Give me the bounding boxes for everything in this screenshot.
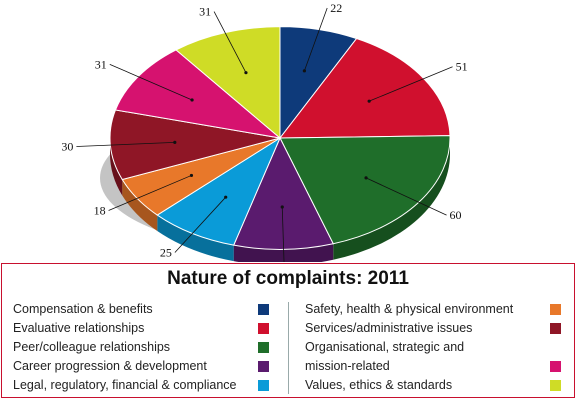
pie-side-2 bbox=[333, 138, 450, 260]
leader-line-0 bbox=[304, 7, 328, 71]
legend-label-values: Values, ethics & standards bbox=[305, 378, 453, 392]
legend-label-services: Services/administrative issues bbox=[305, 321, 473, 335]
legend-label-evaluative: Evaluative relationships bbox=[13, 321, 145, 335]
leader-line-1 bbox=[369, 66, 453, 102]
leader-line-4 bbox=[174, 196, 226, 253]
legend-swatch-compensation bbox=[258, 304, 269, 315]
legend-label-career: Career progression & development bbox=[13, 359, 207, 373]
legend-label-legal: Legal, regulatory, financial & complianc… bbox=[13, 378, 237, 392]
leader-line-7 bbox=[109, 63, 193, 101]
leader-line-5 bbox=[108, 175, 192, 211]
legend-divider bbox=[288, 302, 289, 394]
pie-chart-svg: 225160282518303131 bbox=[61, 1, 468, 279]
legend-swatch-values bbox=[550, 380, 561, 391]
legend-title: Nature of complaints: 2011 bbox=[167, 268, 409, 289]
pie-side-6 bbox=[110, 138, 123, 196]
leader-dot-2 bbox=[364, 176, 368, 180]
leader-line-2 bbox=[365, 177, 447, 216]
legend-swatch-organisational bbox=[550, 361, 561, 372]
value-label-8: 31 bbox=[199, 5, 211, 19]
value-label-0: 22 bbox=[330, 1, 342, 15]
legend-label-peer: Peer/colleague relationships bbox=[13, 340, 171, 354]
leader-dot-4 bbox=[224, 195, 228, 199]
legend-swatch-career bbox=[258, 361, 269, 372]
value-label-1: 51 bbox=[456, 60, 468, 74]
leader-line-8 bbox=[213, 11, 247, 73]
legend-label-organisational-line2: mission-related bbox=[305, 359, 390, 373]
leader-line-6 bbox=[76, 141, 175, 147]
legend-swatch-safety bbox=[550, 304, 561, 315]
leader-line-3 bbox=[281, 207, 285, 272]
leader-dot-6 bbox=[173, 140, 177, 144]
legend-label-organisational: Organisational, strategic and bbox=[305, 340, 465, 354]
leader-dot-8 bbox=[244, 71, 248, 75]
value-label-4: 25 bbox=[160, 246, 172, 260]
legend: Nature of complaints: 2011 Compensation … bbox=[1, 263, 575, 398]
leader-dot-7 bbox=[190, 98, 194, 102]
value-label-7: 31 bbox=[95, 57, 107, 71]
legend-label-safety: Safety, health & physical environment bbox=[305, 302, 514, 316]
leader-dot-0 bbox=[302, 69, 306, 73]
legend-swatch-legal bbox=[258, 380, 269, 391]
value-label-2: 60 bbox=[450, 208, 462, 222]
leader-dot-3 bbox=[280, 205, 284, 209]
leader-dot-5 bbox=[189, 173, 194, 178]
value-label-5: 18 bbox=[94, 203, 106, 217]
pie-chart: 225160282518303131 bbox=[61, 1, 468, 279]
leader-dot-1 bbox=[367, 99, 371, 103]
legend-label-compensation: Compensation & benefits bbox=[13, 302, 153, 316]
value-label-6: 30 bbox=[61, 140, 73, 154]
legend-swatch-services bbox=[550, 323, 561, 334]
legend-swatch-evaluative bbox=[258, 323, 269, 334]
legend-swatch-peer bbox=[258, 342, 269, 353]
